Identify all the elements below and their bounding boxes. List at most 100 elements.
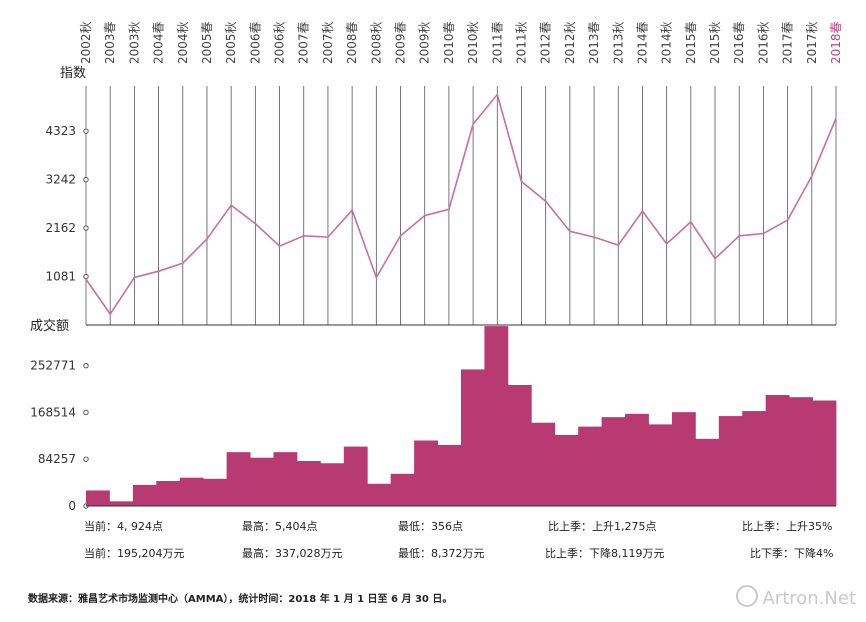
period-label: 2013春 <box>587 21 601 64</box>
period-label: 2004春 <box>152 21 166 64</box>
period-label: 2016春 <box>732 21 746 64</box>
volume-bar <box>554 434 579 506</box>
index-tick-label: 3242 <box>45 173 76 187</box>
volume-bar <box>296 461 321 506</box>
period-label: 2017秋 <box>805 21 819 64</box>
period-label: 2015春 <box>684 21 698 64</box>
volume-bar <box>601 417 626 506</box>
volume-bar <box>507 384 532 506</box>
period-label: 2013秋 <box>611 21 625 64</box>
volume-bar <box>765 394 790 506</box>
volume-qoq: 比上季：下降8,119万元 <box>545 547 665 560</box>
index-tick-label: 1081 <box>45 270 76 284</box>
index-axis-title: 指数 <box>60 66 86 81</box>
period-label: 2003春 <box>103 21 117 64</box>
volume-bar <box>625 413 649 506</box>
volume-axis-title: 成交额 <box>30 318 69 334</box>
index-qoq-pct: 比上季：上升35% <box>742 520 833 533</box>
volume-bar <box>484 326 509 506</box>
period-label: 2007秋 <box>321 21 335 64</box>
period-label: 2006秋 <box>273 21 287 64</box>
volume-bar <box>132 484 157 506</box>
index-tick-marker <box>83 128 89 134</box>
period-label: 2009春 <box>394 21 408 64</box>
volume-bar <box>390 473 415 506</box>
volume-bar <box>367 483 392 506</box>
period-label: 2014春 <box>635 21 649 64</box>
index-tick-label: 4323 <box>45 124 76 138</box>
volume-qoq-pct: 比下季：下降4% <box>750 547 834 560</box>
period-label: 2014秋 <box>660 21 674 64</box>
volume-tick-marker <box>83 362 89 369</box>
volume-bar <box>86 490 110 506</box>
period-label: 2010春 <box>442 21 456 64</box>
index-high: 最高：5,404点 <box>242 520 318 533</box>
period-label: 2010秋 <box>466 21 480 64</box>
volume-bar <box>531 422 556 506</box>
volume-high: 最高：337,028万元 <box>242 547 343 560</box>
index-tick-marker <box>83 273 89 280</box>
artron-watermark: Artron.Net <box>736 585 856 609</box>
volume-bar <box>109 501 134 506</box>
volume-tick-marker <box>83 456 89 462</box>
artron-logo-icon <box>736 585 759 607</box>
volume-bar <box>273 452 298 506</box>
volume-bar <box>461 369 485 506</box>
volume-axis-ticks: 0 84257 168514 252771 <box>30 359 89 513</box>
volume-tick-label: 252771 <box>30 359 76 373</box>
period-label: 2018春 <box>829 21 843 64</box>
period-label: 2003秋 <box>127 21 141 64</box>
volume-tick-marker <box>83 409 89 416</box>
watermark-text: Artron.Net <box>762 588 856 609</box>
volume-current: 当前：195,204万元 <box>84 547 185 560</box>
chart: 2002秋 2003春 2003秋 2004春 2004秋 2005春 2005秋 2006春… <box>30 21 843 513</box>
period-label: 2016秋 <box>756 21 770 64</box>
index-current: 当前：4, 924点 <box>84 520 163 533</box>
period-label: 2002秋 <box>79 21 93 64</box>
volume-bar <box>742 411 767 506</box>
volume-bar <box>578 426 603 506</box>
index-line <box>85 92 837 316</box>
index-qoq: 比上季：上升1,275点 <box>548 520 657 533</box>
period-label: 2009秋 <box>418 21 432 64</box>
volume-bar <box>671 412 696 506</box>
volume-tick-label: 84257 <box>38 452 76 466</box>
period-labels: 2002秋 2003春 2003秋 2004春 2004秋 2005春 2005秋 2006春… <box>79 21 843 64</box>
index-tick-marker <box>83 225 89 231</box>
index-low: 最低：356点 <box>398 520 463 533</box>
volume-bar <box>320 463 345 506</box>
volume-bar <box>250 457 274 506</box>
volume-bar <box>695 438 720 506</box>
index-tick-label: 2162 <box>45 221 76 235</box>
volume-bar <box>718 416 743 506</box>
volume-low: 最低：8,372万元 <box>398 547 485 560</box>
volume-bar <box>812 400 837 506</box>
volume-bars <box>86 326 837 506</box>
period-label: 2011秋 <box>514 21 528 64</box>
volume-bar <box>179 477 204 506</box>
period-label: 2011春 <box>490 21 504 64</box>
period-label: 2006春 <box>248 21 262 64</box>
period-label: 2005春 <box>200 21 214 64</box>
index-tick-marker <box>83 176 89 183</box>
period-label: 2008秋 <box>369 21 383 64</box>
volume-tick-label: 0 <box>68 499 76 513</box>
volume-bar <box>437 444 462 506</box>
volume-bar <box>343 446 368 506</box>
volume-tick-label: 168514 <box>30 405 76 419</box>
data-source-note: 数据来源：雅昌艺术市场监测中心（AMMA），统计时间：2018 年 1 月 1 … <box>28 594 453 605</box>
period-label: 2007春 <box>297 21 311 64</box>
volume-bar <box>648 424 673 506</box>
volume-bar <box>226 452 251 506</box>
vertical-grid-lines <box>85 86 837 325</box>
period-label: 2008春 <box>345 21 359 64</box>
volume-bar <box>156 481 181 506</box>
period-label: 2004秋 <box>176 21 190 64</box>
volume-bar <box>414 440 438 506</box>
period-label: 2015秋 <box>708 21 722 64</box>
period-label: 2017春 <box>781 21 795 64</box>
period-label: 2012春 <box>539 21 553 64</box>
volume-bar <box>203 478 228 506</box>
period-label: 2005秋 <box>224 21 238 64</box>
period-label: 2012秋 <box>563 21 577 64</box>
